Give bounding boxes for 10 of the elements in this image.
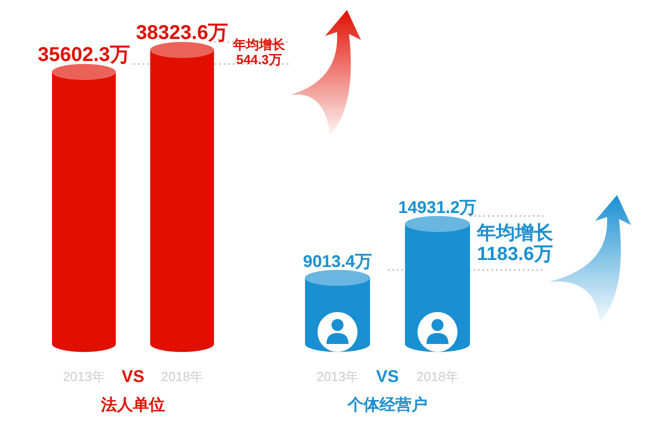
data-label: 35602.3万 bbox=[38, 44, 130, 66]
data-label: 38323.6万 bbox=[136, 22, 228, 44]
data-label: 9013.4万 bbox=[303, 252, 372, 271]
x-axis-title: 法人单位 bbox=[100, 396, 165, 414]
data-label: 14931.2万 bbox=[398, 198, 477, 217]
text: VS bbox=[122, 367, 144, 386]
text: VS bbox=[376, 367, 399, 386]
text: 年均增长 544.3万 bbox=[232, 37, 286, 68]
annotation: 年均增长 1183.6万 bbox=[476, 222, 554, 265]
x-axis-title: 个体经营户 bbox=[346, 396, 428, 414]
